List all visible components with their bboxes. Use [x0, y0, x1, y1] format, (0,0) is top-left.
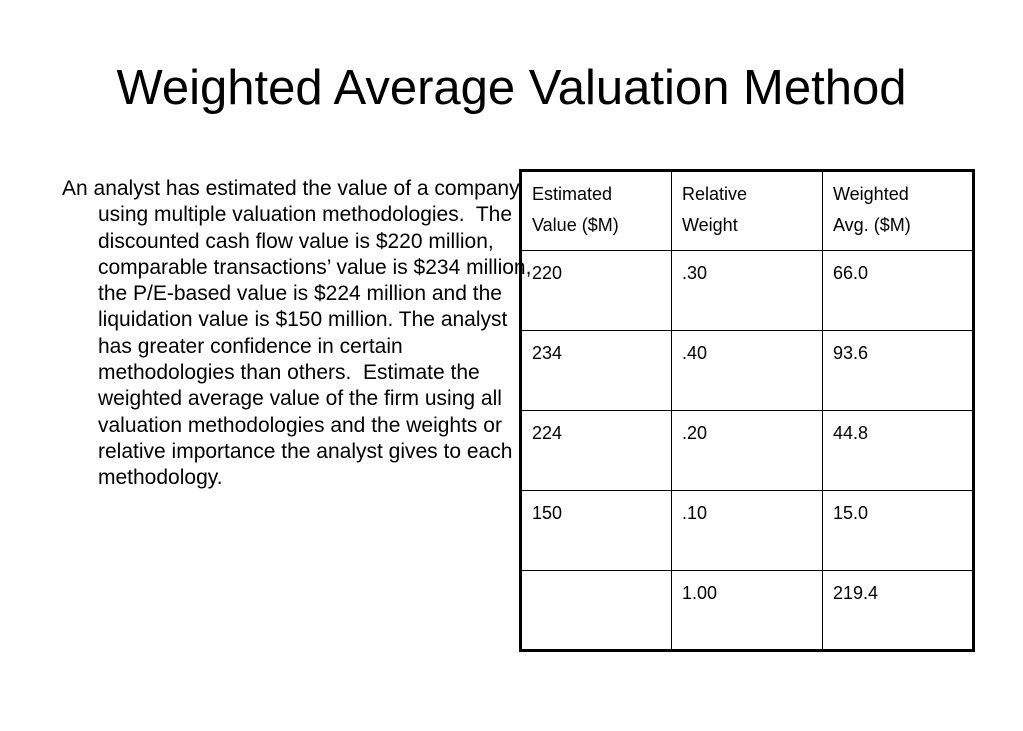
table-cell: 93.6 — [822, 330, 974, 411]
table-cell: 66.0 — [822, 250, 974, 331]
table-cell: 234 — [520, 330, 672, 411]
table-cell: .20 — [671, 410, 823, 491]
table-row: 234 .40 93.6 — [520, 330, 974, 411]
header-weighted-avg: Weighted Avg. ($M) — [822, 170, 974, 251]
problem-statement: An analyst has estimated the value of a … — [62, 177, 538, 490]
table-header-row: Estimated Value ($M) Relative Weight Weigh… — [520, 170, 974, 251]
table-cell: 150 — [520, 490, 672, 571]
table-cell — [520, 570, 672, 651]
header-line: Relative — [682, 184, 748, 204]
table-cell: .40 — [671, 330, 823, 411]
table-cell: 44.8 — [822, 410, 974, 491]
table-cell: .30 — [671, 250, 823, 331]
table-cell: 220 — [520, 250, 672, 331]
table-total-row: 1.00 219.4 — [520, 570, 974, 651]
slide-title: Weighted Average Valuation Method — [116, 61, 907, 115]
header-line: Avg. ($M) — [833, 215, 911, 235]
table-cell: 219.4 — [822, 570, 974, 651]
header-line: Estimated — [532, 184, 613, 204]
table-cell: .10 — [671, 490, 823, 571]
header-line: Weighted — [833, 184, 909, 204]
table-row: 150 .10 15.0 — [520, 490, 974, 571]
header-estimated-value: Estimated Value ($M) — [520, 170, 672, 251]
header-line: Value ($M) — [532, 215, 619, 235]
table-row: 220 .30 66.0 — [520, 250, 974, 331]
table-cell: 15.0 — [822, 490, 974, 571]
table-cell: 1.00 — [671, 570, 823, 651]
valuation-table: Estimated Value ($M) Relative Weight Weigh… — [519, 169, 975, 652]
header-line: Weight — [682, 215, 738, 235]
table-row: 224 .20 44.8 — [520, 410, 974, 491]
header-relative-weight: Relative Weight — [671, 170, 823, 251]
table-cell: 224 — [520, 410, 672, 491]
